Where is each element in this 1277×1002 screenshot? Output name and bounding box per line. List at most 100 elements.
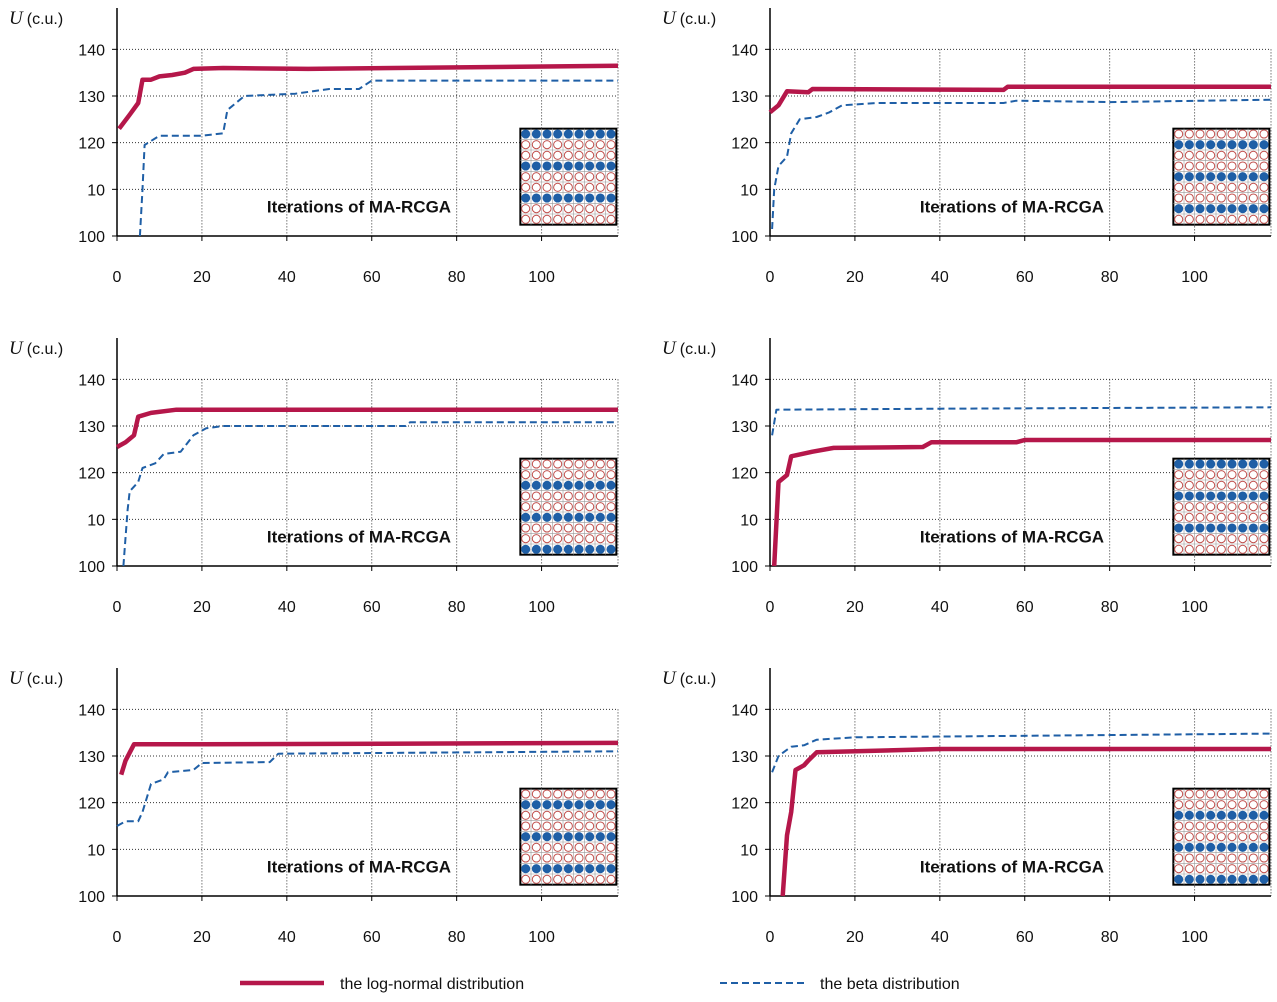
y-label-symbol: U (662, 8, 677, 29)
inset-dot (531, 140, 541, 150)
inset-dot (585, 544, 595, 554)
inset-dot (1248, 821, 1258, 831)
inset-dot (1259, 512, 1269, 522)
inset-dot (1216, 172, 1226, 182)
inset-dot (1174, 800, 1184, 810)
inset-dot (1184, 480, 1194, 490)
inset-dot (585, 810, 595, 820)
inset-dot (542, 214, 552, 224)
inset-dot (574, 214, 584, 224)
inset-dot (1259, 491, 1269, 501)
inset-dot (595, 544, 605, 554)
y-tick-label: 140 (731, 702, 758, 719)
inset-dot (553, 161, 563, 171)
inset-dot (1174, 459, 1184, 469)
inset-frame (519, 457, 618, 556)
inset-dot (585, 853, 595, 863)
inset-dot (1195, 470, 1205, 480)
y-label-unit: (c.u.) (680, 11, 716, 28)
inset-dot (595, 459, 605, 469)
inset-dot (531, 523, 541, 533)
inset-dot (1227, 853, 1237, 863)
inset-dot (553, 172, 563, 182)
x-tick-label: 80 (1101, 599, 1119, 616)
inset-dot (1206, 459, 1216, 469)
inset-dot (521, 161, 531, 171)
inset-dot (1248, 512, 1258, 522)
series-line (122, 421, 618, 567)
inset-dot (1184, 544, 1194, 554)
inset-dot (1227, 534, 1237, 544)
inset-dot (553, 534, 563, 544)
inset-dot (595, 140, 605, 150)
inset-dot (606, 544, 616, 554)
inset-dot (585, 789, 595, 799)
y-label-symbol: U (9, 338, 24, 359)
inset-dot (553, 182, 563, 192)
inset-dot (1206, 204, 1216, 214)
inset-dot (1174, 140, 1184, 150)
inset-dot (563, 523, 573, 533)
legend-label: the beta distribution (820, 976, 960, 993)
y-tick-label: 130 (731, 89, 758, 106)
inset-dot (553, 129, 563, 139)
y-tick-label: 120 (78, 796, 105, 813)
series-line (771, 732, 1272, 773)
inset-dot (542, 129, 552, 139)
inset-dot (1206, 470, 1216, 480)
inset-dot (1195, 129, 1205, 139)
inset-dot (1195, 534, 1205, 544)
inset-dot (1238, 204, 1248, 214)
inset-dot (521, 853, 531, 863)
y-axis-label: U (c.u.) (662, 668, 716, 689)
inset-dot (521, 150, 531, 160)
x-tick-label: 100 (528, 929, 555, 946)
inset-dot (1248, 470, 1258, 480)
inset-dot (1238, 810, 1248, 820)
inset-dot (1174, 864, 1184, 874)
inset-dot (606, 480, 616, 490)
inset-dot (1195, 193, 1205, 203)
inset-dot (595, 129, 605, 139)
inset-dot (585, 480, 595, 490)
inset-dot (563, 470, 573, 480)
inset-dot (1248, 491, 1258, 501)
inset-dot (1184, 172, 1194, 182)
inset-dot (574, 534, 584, 544)
inset-dot (521, 172, 531, 182)
inset-frame (1172, 787, 1271, 886)
series-line (117, 63, 619, 131)
series-line (138, 79, 618, 237)
inset-dot (531, 172, 541, 182)
inset-dot (553, 544, 563, 554)
inset-dot (1174, 534, 1184, 544)
inset-dot (595, 214, 605, 224)
inset-dot (1195, 214, 1205, 224)
inset-dot (595, 523, 605, 533)
inset-dot (1238, 150, 1248, 160)
inset-dot (563, 810, 573, 820)
y-label-symbol: U (662, 338, 677, 359)
y-tick-label: 100 (731, 229, 758, 246)
inset-dot (1248, 800, 1258, 810)
inset-dot (521, 480, 531, 490)
inset-dot (1216, 789, 1226, 799)
inset-dot (1216, 129, 1226, 139)
inset-dot (542, 832, 552, 842)
inset-dot (1174, 853, 1184, 863)
y-tick-label: 100 (731, 889, 758, 906)
inset-dot (553, 480, 563, 490)
inset-dot (595, 150, 605, 160)
inset-dot (553, 491, 563, 501)
inset-dot (595, 789, 605, 799)
inset-dot (1184, 204, 1194, 214)
x-tick-label: 100 (528, 599, 555, 616)
inset-dot (531, 150, 541, 160)
inset-dot (542, 800, 552, 810)
inset-dot (606, 523, 616, 533)
x-tick-label: 40 (931, 269, 949, 286)
inset-dot (1238, 470, 1248, 480)
inset-dot (563, 204, 573, 214)
inset-dot (1206, 502, 1216, 512)
y-tick-label: 10 (740, 842, 758, 859)
